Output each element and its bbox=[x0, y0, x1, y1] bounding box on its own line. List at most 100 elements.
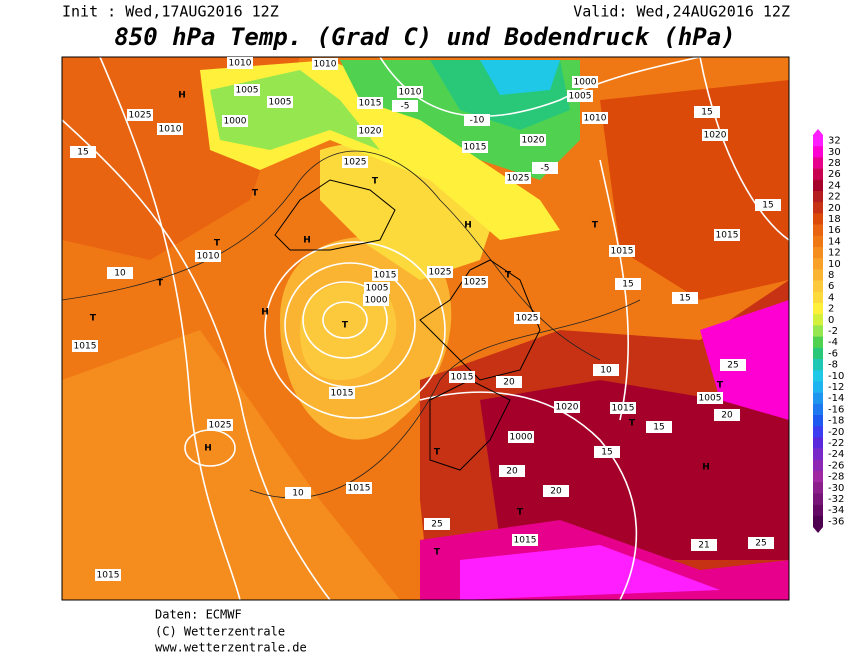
color-bar-label: 8 bbox=[828, 270, 834, 281]
color-bar-label: 2 bbox=[828, 304, 834, 315]
pressure-center: T bbox=[717, 381, 724, 391]
color-bar-label: -12 bbox=[828, 382, 844, 393]
label-box bbox=[427, 266, 453, 278]
color-bar-cell bbox=[813, 493, 823, 505]
label-box bbox=[372, 269, 398, 281]
color-bar: 32302826242220181614121086420-2-4-6-8-10… bbox=[813, 129, 844, 533]
label-box bbox=[392, 100, 418, 112]
pressure-center: T bbox=[214, 239, 221, 249]
color-bar-cell bbox=[813, 269, 823, 281]
website: www.wetterzentrale.de bbox=[155, 641, 307, 655]
color-bar-label: 32 bbox=[828, 136, 841, 147]
contour-label: -5 bbox=[401, 102, 410, 112]
pressure-center: T bbox=[505, 271, 512, 281]
contour-label: 1015 bbox=[464, 143, 487, 153]
label-box bbox=[222, 115, 248, 127]
color-bar-cell bbox=[813, 459, 823, 472]
color-bar-label: -20 bbox=[828, 427, 844, 438]
color-bar-cell bbox=[813, 314, 823, 326]
label-box bbox=[127, 109, 153, 121]
contour-label: 1010 bbox=[197, 252, 220, 262]
pressure-center: H bbox=[261, 308, 269, 318]
contour-label: 1010 bbox=[159, 125, 182, 135]
label-box bbox=[357, 125, 383, 137]
contour-label: 1000 bbox=[574, 78, 597, 88]
color-bar-cell bbox=[813, 482, 823, 494]
color-bar-cell bbox=[813, 157, 823, 169]
label-box bbox=[714, 409, 740, 421]
contour-label: 10 bbox=[600, 366, 612, 376]
label-box bbox=[234, 84, 260, 96]
contour-label: 25 bbox=[727, 361, 738, 371]
label-box bbox=[424, 518, 450, 530]
color-bar-label: 14 bbox=[828, 236, 841, 247]
color-bar-cell bbox=[813, 168, 823, 181]
color-bar-label: 6 bbox=[828, 281, 834, 292]
label-box bbox=[285, 487, 311, 499]
color-bar-cell bbox=[813, 403, 823, 416]
contour-label: 1025 bbox=[129, 111, 152, 121]
color-bar-cell bbox=[813, 437, 823, 449]
color-bar-cell bbox=[813, 291, 823, 304]
color-bar-label: -34 bbox=[828, 505, 844, 516]
color-bar-label: 28 bbox=[828, 158, 841, 169]
label-box bbox=[499, 465, 525, 477]
color-bar-label: -32 bbox=[828, 494, 844, 505]
color-bar-cell bbox=[813, 325, 823, 337]
contour-label: 1015 bbox=[359, 99, 382, 109]
contour-label: 25 bbox=[755, 539, 766, 549]
color-bar-label: 16 bbox=[828, 225, 841, 236]
contour-label: 25 bbox=[431, 520, 442, 530]
label-box bbox=[615, 278, 641, 290]
map-area bbox=[62, 57, 789, 600]
label-box bbox=[449, 371, 475, 383]
contour-label: 20 bbox=[550, 487, 562, 497]
data-source: Daten: ECMWF bbox=[155, 608, 242, 622]
color-bar-cell bbox=[813, 135, 823, 147]
contour-label: 1025 bbox=[429, 268, 452, 278]
label-box bbox=[346, 482, 372, 494]
label-box bbox=[532, 162, 558, 174]
contour-label: 1015 bbox=[348, 484, 371, 494]
label-box bbox=[554, 401, 580, 413]
color-bar-label: 20 bbox=[828, 203, 841, 214]
color-bar-label: -4 bbox=[828, 337, 838, 348]
contour-label: 1015 bbox=[612, 404, 635, 414]
label-box bbox=[512, 534, 538, 546]
label-box bbox=[543, 485, 569, 497]
contour-label: 1025 bbox=[344, 158, 367, 168]
pressure-center: T bbox=[629, 419, 636, 429]
color-bar-label: 22 bbox=[828, 192, 841, 203]
label-box bbox=[195, 250, 221, 262]
label-box bbox=[462, 141, 488, 153]
label-box bbox=[702, 129, 728, 141]
color-bar-label: -6 bbox=[828, 348, 838, 359]
contour-label: 1015 bbox=[514, 536, 537, 546]
contour-label: 1025 bbox=[209, 421, 232, 431]
label-box bbox=[496, 376, 522, 388]
color-bar-cell bbox=[813, 471, 823, 483]
contour-label: 1005 bbox=[269, 98, 292, 108]
contour-label: 1010 bbox=[229, 59, 252, 69]
label-box bbox=[646, 421, 672, 433]
color-bar-cell bbox=[813, 247, 823, 259]
color-bar-label: 24 bbox=[828, 180, 841, 191]
pressure-center: T bbox=[434, 448, 441, 458]
contour-label: 1015 bbox=[97, 571, 120, 581]
contour-label: 1015 bbox=[451, 373, 474, 383]
label-box bbox=[582, 112, 608, 124]
label-box bbox=[567, 90, 593, 102]
pressure-center: H bbox=[464, 221, 472, 231]
color-bar-label: -26 bbox=[828, 460, 844, 471]
contour-label: 20 bbox=[721, 411, 733, 421]
label-box bbox=[520, 134, 546, 146]
label-box bbox=[514, 312, 540, 324]
contour-label: 10 bbox=[114, 269, 126, 279]
label-box bbox=[755, 199, 781, 211]
contour-label: 1005 bbox=[569, 92, 592, 102]
label-box bbox=[505, 172, 531, 184]
pressure-center: T bbox=[157, 279, 164, 289]
contour-label: 1015 bbox=[716, 231, 739, 241]
color-bar-cell bbox=[813, 336, 823, 349]
color-bar-cell bbox=[813, 359, 823, 371]
